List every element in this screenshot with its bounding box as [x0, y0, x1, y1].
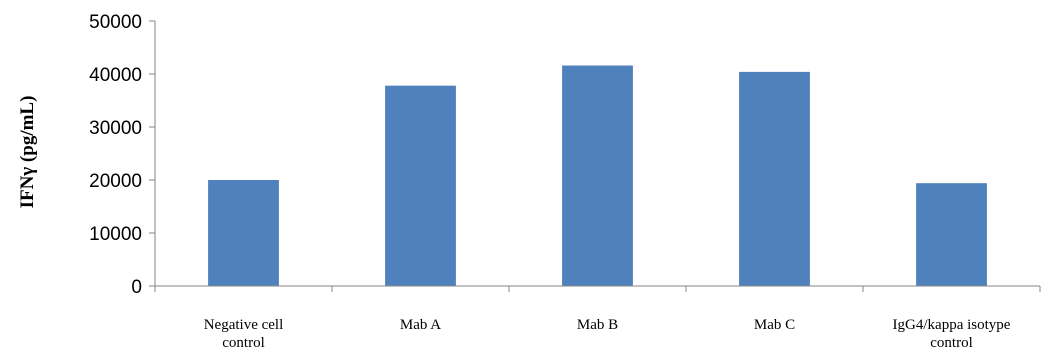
x-tick-label: control [222, 335, 265, 351]
bar [739, 71, 810, 286]
x-tick-label: Mab A [400, 317, 441, 333]
y-axis-ticks: 0 10000 20000 30000 40000 50000 [89, 12, 155, 298]
x-tick-label: Mab C [754, 317, 795, 333]
x-axis-ticks: Negative cell control Mab A Mab B Mab C IgG4/… [204, 317, 1011, 351]
y-tick-label: 40000 [89, 65, 142, 86]
y-tick-label: 50000 [89, 12, 142, 33]
y-tick-label: 10000 [89, 224, 142, 245]
axes [154, 21, 1041, 292]
y-tick-label: 0 [131, 277, 142, 298]
y-axis-label: IFNγ (pg/mL) [17, 96, 38, 209]
bars [208, 65, 987, 287]
x-tick-label: Negative cell [204, 317, 284, 333]
bar [562, 65, 633, 287]
y-tick-label: 20000 [89, 171, 142, 192]
x-tick-label: Mab B [577, 317, 618, 333]
y-tick-label: 30000 [89, 118, 142, 139]
bar [385, 85, 456, 286]
bar [916, 183, 987, 286]
x-tick-label: control [930, 335, 973, 351]
bar [208, 180, 279, 286]
x-tick-label: IgG4/kappa isotype [893, 317, 1011, 333]
